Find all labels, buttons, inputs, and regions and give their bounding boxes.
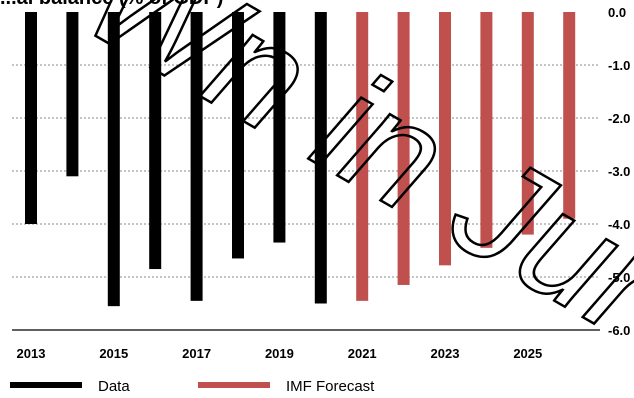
- legend-swatch: [198, 382, 270, 388]
- legend: Data IMF Forecast: [10, 378, 375, 395]
- y-tick-label: 0.0: [608, 5, 626, 20]
- legend-label: IMF Forecast: [286, 378, 375, 395]
- x-tick-label: 2019: [265, 346, 294, 361]
- x-tick-label: 2015: [99, 346, 128, 361]
- y-tick-label: -1.0: [608, 58, 630, 73]
- x-tick-label: 2013: [17, 346, 46, 361]
- legend-swatch: [10, 382, 82, 388]
- x-tick-label: 2021: [348, 346, 377, 361]
- watermark-text: Wn in Jur: [59, 0, 634, 371]
- x-tick-label: 2023: [431, 346, 460, 361]
- y-tick-label: -2.0: [608, 111, 630, 126]
- bar: [25, 12, 37, 224]
- x-tick-label: 2025: [513, 346, 542, 361]
- x-tick-label: 2017: [182, 346, 211, 361]
- x-axis-ticks: 2013 2015 2017 2019 2021 2023 2025: [17, 346, 543, 361]
- legend-label: Data: [98, 378, 130, 395]
